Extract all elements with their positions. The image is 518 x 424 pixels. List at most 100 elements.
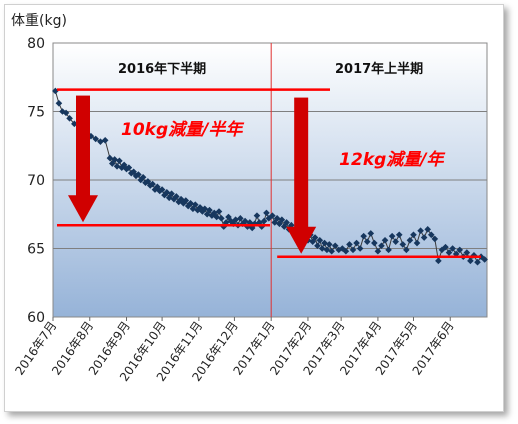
data-point (227, 217, 235, 225)
data-point (283, 219, 290, 226)
data-point (353, 239, 360, 247)
data-point (187, 199, 194, 207)
data-point (149, 180, 156, 188)
data-point (477, 253, 485, 261)
data-point (101, 136, 109, 144)
data-point (435, 257, 442, 265)
y-tick-65: 65 (27, 242, 45, 258)
data-point (213, 213, 220, 221)
data-point (182, 197, 190, 204)
period-label-1: 2017年上半期 (335, 61, 423, 77)
y-tick-60: 60 (27, 310, 45, 326)
data-point (263, 209, 270, 217)
data-point (66, 115, 73, 122)
data-point (431, 235, 439, 243)
data-point (206, 206, 213, 214)
x-axis-ticks: 2016年7月2016年8月2016年9月2016年10月2016年11月201… (12, 317, 457, 384)
data-point (106, 154, 114, 162)
data-point (427, 231, 435, 239)
data-point (170, 195, 178, 203)
annotation-arrow-shaft-0 (76, 95, 90, 198)
data-point (399, 241, 407, 248)
data-point (406, 236, 414, 244)
data-point (360, 232, 367, 240)
data-point (395, 231, 403, 239)
data-point (196, 204, 204, 211)
period-labels: 2016年下半期 2017年上半期 (118, 61, 423, 77)
data-point (163, 189, 171, 196)
data-point (463, 249, 471, 256)
weight-chart: 60 65 70 75 80 2016年7月2016年8月2016年9月2016年10月… (11, 13, 488, 384)
data-point (191, 201, 199, 208)
data-point (142, 179, 149, 187)
data-point (225, 213, 232, 221)
y-axis-ticks: 60 65 70 75 80 (27, 36, 45, 326)
y-tick-70: 70 (27, 173, 45, 189)
data-point (139, 173, 147, 181)
data-point (356, 245, 364, 252)
data-point (144, 178, 152, 185)
data-point (413, 239, 421, 247)
data-point (278, 216, 286, 224)
data-point (199, 208, 206, 215)
data-point (55, 99, 63, 107)
data-point (158, 186, 166, 193)
data-point (113, 163, 121, 170)
data-point (417, 227, 424, 234)
data-point (378, 242, 385, 250)
y-tick-80: 80 (27, 36, 45, 52)
data-point (248, 224, 256, 232)
data-point (325, 241, 333, 248)
data-point (342, 247, 350, 255)
data-point (241, 217, 249, 225)
data-point (363, 238, 371, 245)
data-point (374, 247, 382, 255)
grid-lines (53, 111, 487, 249)
annotation-arrow-head-0 (68, 195, 98, 223)
data-point (201, 205, 209, 213)
data-point (271, 219, 279, 226)
data-point (410, 231, 417, 239)
data-point (111, 156, 118, 163)
data-point (175, 198, 182, 206)
chart-frame: 60 65 70 75 80 2016年7月 2016年8月 2016年9月 2016年10月… (4, 4, 504, 412)
data-point (177, 195, 185, 203)
data-point (311, 234, 319, 241)
data-point (323, 246, 331, 254)
data-point (218, 215, 225, 222)
annotation-arrow-head-1 (286, 226, 317, 254)
data-point (280, 223, 288, 230)
data-point (92, 135, 99, 143)
data-point (116, 157, 123, 165)
data-point (253, 212, 261, 219)
data-point (215, 208, 223, 215)
data-point (445, 249, 453, 256)
data-point (120, 161, 128, 169)
data-point (173, 193, 180, 200)
data-point (71, 120, 78, 128)
data-point (189, 205, 197, 213)
data-point (474, 258, 481, 266)
data-point (392, 238, 399, 245)
data-point (438, 246, 446, 254)
data-point (316, 236, 324, 244)
data-point (346, 241, 353, 248)
data-point (194, 206, 201, 214)
data-point (331, 242, 339, 250)
data-point (467, 257, 474, 265)
annotation-text-1: 12kg減量/年 (339, 150, 445, 170)
data-point (232, 216, 239, 224)
data-point (168, 190, 175, 197)
data-point (424, 226, 432, 233)
data-point (265, 215, 273, 222)
data-point (269, 212, 276, 219)
data-point (481, 256, 488, 263)
data-point (118, 164, 126, 171)
data-point (276, 220, 283, 228)
data-point (97, 138, 104, 145)
data-point (237, 215, 244, 222)
data-point (442, 243, 449, 251)
data-point (273, 215, 281, 222)
period-label-0: 2016年下半期 (118, 61, 206, 77)
data-point (371, 239, 378, 247)
